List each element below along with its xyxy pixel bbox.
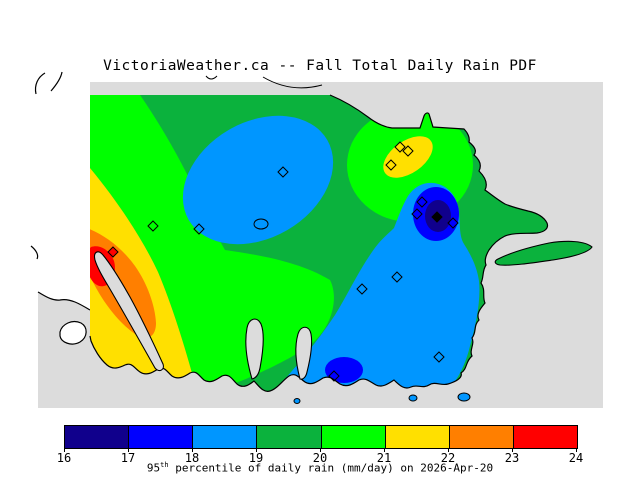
coastline-arc-3 [30, 245, 39, 260]
colorbar-tick [128, 448, 129, 452]
rain-band-18-19-northwest [182, 115, 334, 245]
colorbar-tick-label: 16 [56, 451, 72, 465]
colorbar [64, 425, 578, 449]
harbour-inlet-east [295, 326, 313, 380]
caption-rest: percentile of daily rain (mm/day) on 202… [168, 461, 494, 475]
colorbar-tick-label: 20 [312, 451, 328, 465]
colorbar-segment-19-20 [257, 426, 322, 448]
colorbar-segment-20-21 [321, 426, 386, 448]
rain-band-20-21-west [90, 95, 334, 388]
station-marker [391, 271, 403, 283]
station-marker [385, 159, 397, 171]
station-marker [431, 211, 443, 223]
colorbar-tick-label: 17 [120, 451, 136, 465]
station-marker [356, 283, 368, 295]
colorbar-tick [192, 448, 193, 452]
colorbar-segment-22-23 [449, 426, 514, 448]
rain-band-17-18-south [325, 357, 363, 383]
station-marker [416, 196, 428, 208]
colorbar-tick [64, 448, 65, 452]
station-marker [433, 351, 445, 363]
colorbar-tick [512, 448, 513, 452]
colorbar-tick-label: 21 [376, 451, 392, 465]
colorbar-tick-label: 19 [248, 451, 264, 465]
island-west [59, 320, 87, 345]
station-marker [411, 208, 423, 220]
islet-south-3 [457, 392, 471, 402]
islet-south-2 [408, 394, 418, 402]
colorbar-tick-label: 23 [504, 451, 520, 465]
colorbar-tick-label: 18 [184, 451, 200, 465]
land-outside-domain [38, 82, 90, 310]
station-markers [107, 141, 459, 382]
coastline-main [89, 94, 549, 392]
coastline-arc-2 [50, 71, 63, 92]
station-marker [447, 217, 459, 229]
station-marker [402, 145, 414, 157]
island-east-arm [494, 240, 593, 266]
page-title: VictoriaWeather.ca -- Fall Total Daily R… [103, 58, 537, 74]
colorbar-segment-16-17 [65, 426, 130, 448]
station-marker [277, 166, 289, 178]
colorbar-tick [256, 448, 257, 452]
colorbar-tick [576, 448, 577, 452]
colorbar-segment-18-19 [193, 426, 258, 448]
coastline-arc-1 [34, 72, 46, 95]
station-marker [328, 370, 340, 382]
colorbar-tick [320, 448, 321, 452]
station-marker [394, 141, 406, 153]
colorbar-tick-label: 24 [568, 451, 584, 465]
caption-superscript: th [160, 461, 169, 469]
title-swash-small [205, 75, 218, 80]
colorbar-caption: 95th percentile of daily rain (mm/day) o… [0, 461, 640, 475]
rain-band-21-22-southwest [90, 168, 196, 388]
station-marker [193, 223, 205, 235]
colorbar-segment-21-22 [385, 426, 450, 448]
station-marker [147, 220, 159, 232]
sooke-inlet [94, 251, 164, 372]
caption-prefix: 95 [146, 461, 161, 475]
station-marker [107, 246, 119, 258]
colorbar-segment-23-24 [513, 426, 577, 448]
contour-loop [253, 218, 269, 230]
harbour-inlet-west [245, 318, 264, 380]
colorbar-segment-17-18 [129, 426, 194, 448]
colorbar-tick [448, 448, 449, 452]
colorbar-tick [384, 448, 385, 452]
islet-south-1 [293, 398, 301, 404]
coastline-west [37, 291, 91, 311]
colorbar-tick-label: 22 [440, 451, 456, 465]
title-swash-long [262, 76, 323, 89]
